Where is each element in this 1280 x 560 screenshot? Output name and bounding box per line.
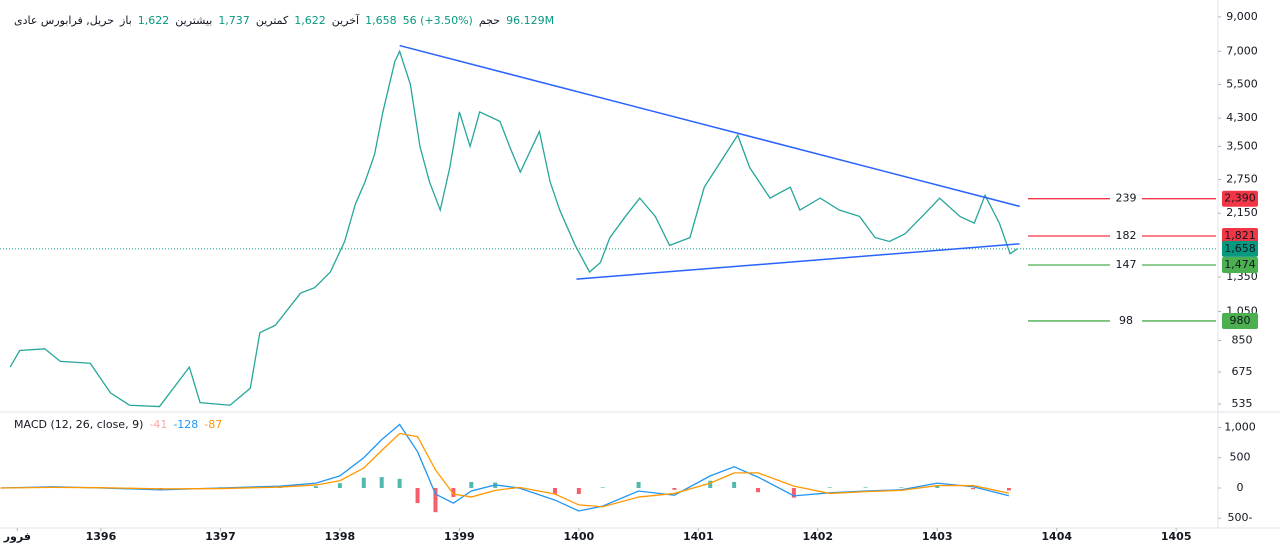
trendline	[399, 44, 1020, 208]
level-price-box	[1222, 227, 1258, 244]
level-price-box	[1222, 312, 1258, 329]
x-tick-label: 1405	[1161, 530, 1192, 543]
stat-value: 1,622	[137, 14, 170, 27]
price-line	[9, 49, 1018, 408]
histogram-bar	[552, 487, 557, 495]
x-tick-label: 1402	[802, 530, 833, 543]
histogram-bar	[337, 483, 342, 488]
last-price-box	[1222, 240, 1258, 257]
histogram-bar	[313, 486, 318, 488]
level-price: 2,390	[1224, 192, 1256, 205]
x-tick-label: 1396	[86, 530, 117, 543]
macd-legend: MACD (12, 26, close, 9) -41 -128 -87	[14, 418, 222, 431]
y-tick-label: 7,000	[1226, 44, 1258, 57]
histogram-bar	[636, 481, 641, 488]
histogram-bar	[732, 481, 737, 488]
level-name: 182	[1116, 229, 1137, 242]
histogram-bar	[935, 485, 940, 488]
histogram-bar	[791, 487, 796, 498]
level-name: 239	[1116, 192, 1137, 205]
y-tick-label: 535	[1232, 397, 1253, 410]
level-price-box	[1222, 190, 1258, 207]
x-tick-label: فرور	[3, 530, 31, 543]
x-tick-label: 1403	[922, 530, 953, 543]
last-price: 1,658	[1224, 242, 1256, 255]
histogram-bar	[379, 477, 384, 488]
macd-title: MACD (12, 26, close, 9)	[14, 418, 144, 431]
level-price: 1,821	[1224, 229, 1256, 242]
histogram-bar	[756, 487, 761, 493]
stat-value: 1,737	[218, 14, 250, 27]
y-tick-label: 1,350	[1226, 270, 1258, 283]
level-price: 980	[1230, 314, 1251, 327]
y-tick-label: 9,000	[1226, 10, 1258, 23]
x-tick-label: 1399	[444, 530, 475, 543]
y-tick-label: 5,500	[1226, 77, 1258, 90]
x-tick-label: 1401	[683, 530, 714, 543]
y-tick-label: 3,500	[1226, 139, 1258, 152]
level-price: 1,474	[1224, 258, 1256, 271]
histogram-bar	[863, 487, 868, 488]
change: 56 (+3.50%)	[402, 14, 473, 27]
y-tick-label: 4,300	[1226, 111, 1258, 124]
histogram-bar	[827, 487, 832, 488]
y-tick-label: 850	[1232, 333, 1253, 346]
volume: 96.129M	[506, 14, 555, 27]
histogram-bar	[397, 478, 402, 488]
histogram-bar	[433, 487, 438, 513]
header: حریل, فرابورس عادی باز 1,622 بیشترین 1,737 ک…	[14, 14, 554, 27]
histogram-bar	[971, 487, 976, 490]
stat-label: باز	[120, 14, 132, 27]
histogram-bar	[1006, 487, 1011, 491]
y-tick-label: 2,750	[1226, 172, 1258, 185]
symbol: حریل, فرابورس عادی	[14, 14, 115, 27]
y-tick-label: 500-	[1228, 511, 1253, 524]
histogram-value: -41	[149, 418, 168, 431]
histogram-bar	[600, 487, 605, 488]
stat-label: کمترین	[255, 14, 289, 27]
stat-value: 1,622	[294, 14, 326, 27]
trendline	[576, 243, 1020, 280]
x-tick-label: 1398	[325, 530, 356, 543]
level-price-box	[1222, 256, 1258, 273]
series-value: -128	[173, 418, 199, 431]
x-tick-label: 1404	[1041, 530, 1072, 543]
volume-label: حجم	[478, 14, 501, 27]
y-tick-label: 675	[1232, 365, 1253, 378]
stat-label: بیشترین	[175, 14, 213, 27]
histogram-bar	[361, 477, 366, 488]
stat-value: 1,658	[365, 14, 397, 27]
histogram-bar	[469, 481, 474, 488]
histogram-bar	[899, 487, 904, 488]
y-tick-label: 1,000	[1224, 420, 1256, 433]
series-value: -87	[204, 418, 223, 431]
histogram-bar	[576, 487, 581, 495]
histogram-bar	[708, 480, 713, 488]
stat-label: آخرین	[331, 14, 360, 27]
level-name: 98	[1119, 314, 1133, 327]
macd-line	[0, 432, 1010, 508]
level-name: 147	[1116, 258, 1137, 271]
macd-line	[0, 423, 1010, 512]
y-tick-label: 0	[1237, 481, 1244, 494]
y-tick-label: 2,150	[1226, 206, 1258, 219]
histogram-bar	[672, 487, 677, 490]
x-tick-label: 1400	[564, 530, 595, 543]
y-tick-label: 500	[1230, 451, 1251, 464]
x-tick-label: 1397	[205, 530, 236, 543]
histogram-bar	[451, 487, 456, 498]
histogram-bar	[415, 487, 420, 504]
